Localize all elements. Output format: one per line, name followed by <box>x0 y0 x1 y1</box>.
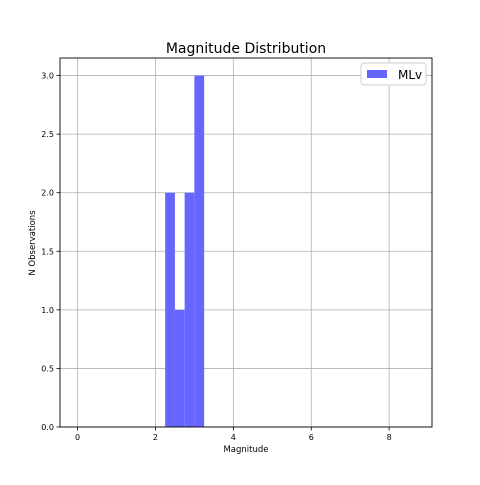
y-tick-label: 0.5 <box>41 364 54 373</box>
chart-title: Magnitude Distribution <box>166 41 326 57</box>
legend-box <box>360 62 427 86</box>
legend-swatch-mlv <box>367 70 387 78</box>
y-axis-ticks: 0.0 0.5 1.0 1.5 2.0 2.5 3.0 <box>41 72 60 432</box>
histogram-bar <box>174 309 185 427</box>
x-axis-ticks: 0 2 4 6 8 <box>75 427 392 442</box>
y-tick-label: 2.0 <box>41 189 54 198</box>
x-axis-label: Magnitude <box>223 445 268 455</box>
y-tick-label: 1.0 <box>41 306 54 315</box>
y-tick-label: 1.5 <box>41 247 54 256</box>
histogram-bar <box>165 192 175 427</box>
y-tick-label: 2.5 <box>41 130 54 139</box>
x-tick-label: 4 <box>231 433 236 442</box>
histogram-bar <box>194 75 205 428</box>
legend-label-mlv: MLv <box>398 68 422 82</box>
y-tick-label: 0.0 <box>41 423 54 432</box>
histogram-bar <box>184 192 195 427</box>
y-axis-label: N Observations <box>28 210 38 276</box>
x-tick-label: 2 <box>153 433 158 442</box>
x-tick-label: 0 <box>75 433 80 442</box>
histogram-bars <box>165 75 205 428</box>
x-tick-label: 8 <box>387 433 392 442</box>
grid <box>60 58 432 428</box>
legend: MLv <box>360 62 427 86</box>
x-tick-label: 6 <box>309 433 314 442</box>
y-tick-label: 3.0 <box>41 72 54 81</box>
axes-frame <box>59 57 433 428</box>
